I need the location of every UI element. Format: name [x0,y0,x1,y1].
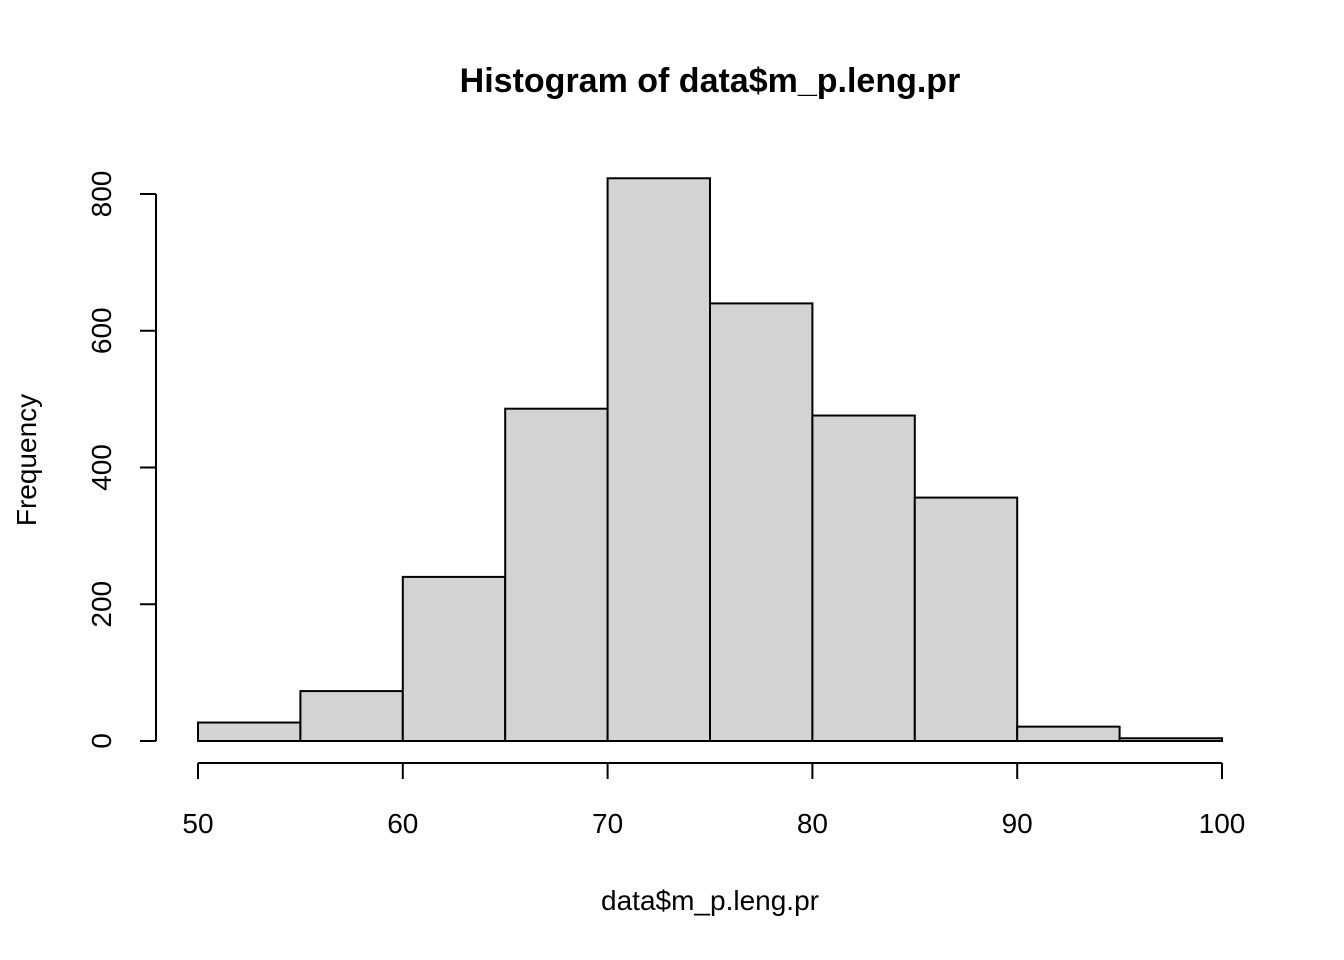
bars-group [197,177,1223,743]
histogram-bar-9 [1118,737,1223,743]
y-tick-label-3: 600 [86,307,117,354]
histogram-bar-8 [1016,725,1121,742]
histogram-bar-5 [709,302,814,742]
histogram-bar-4 [606,177,711,742]
x-tick-label-0: 50 [182,808,213,839]
x-tick-label-1: 60 [387,808,418,839]
histogram-bar-0 [197,721,302,743]
histogram-bar-2 [401,575,507,743]
y-tick-label-2: 400 [86,444,117,491]
x-tick-label-3: 80 [797,808,828,839]
histogram-bar-6 [811,414,916,742]
y-tick-label-0: 0 [86,733,117,749]
x-axis: 50 60 70 80 90 100 [182,762,1246,839]
histogram-bar-3 [504,407,609,742]
histogram-bar-7 [913,496,1019,742]
y-axis: 0 200 400 600 800 [86,171,157,749]
x-tick-label-5: 100 [1199,808,1246,839]
chart-title: Histogram of data$m_p.leng.pr [460,62,961,100]
y-tick-label-1: 200 [86,581,117,628]
histogram-bar-1 [299,690,404,742]
x-tick-label-2: 70 [592,808,623,839]
y-tick-label-4: 800 [86,171,117,218]
x-axis-title: data$m_p.leng.pr [601,885,819,916]
x-tick-label-4: 90 [1002,808,1033,839]
y-axis-title: Frequency [11,394,42,526]
